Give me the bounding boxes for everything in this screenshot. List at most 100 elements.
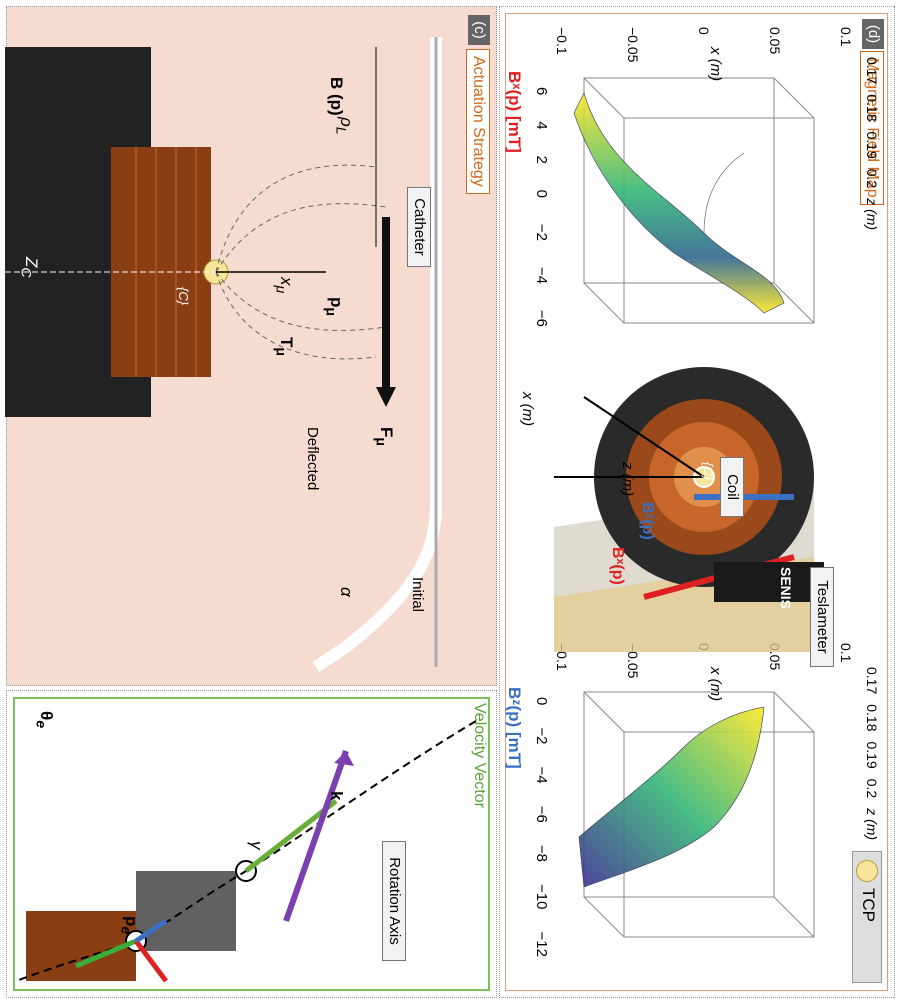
panel-d-letter: (d) — [862, 19, 884, 49]
bx-xtick-list: 0.1 0.05 0 −0.05 −0.1 — [554, 27, 854, 63]
coil-label: Coil — [720, 457, 744, 517]
k-label: k — [327, 791, 346, 801]
gamma-label: γ — [247, 841, 266, 850]
theta-main: θ — [37, 711, 56, 721]
bx-xlabel: x (m) — [707, 47, 724, 82]
theta-sub: e — [32, 720, 49, 729]
legend-tcp-label: TCP — [859, 888, 878, 922]
deflected-label: Deflected — [304, 427, 321, 491]
senis-label: SENIS — [778, 567, 794, 610]
bz-vector-label: Bᶻ(p) — [639, 502, 656, 540]
panel-d: (d) Magnetic Field Map TCP — [499, 6, 895, 998]
theta-label: θe — [33, 711, 56, 728]
teslameter-probe — [714, 562, 824, 602]
bx-ytick-list: 6 4 2 0 −2 −4 −6 — [533, 87, 550, 327]
bx-ztick-list: 0.17 0.18 0.19 0.2 z (m) — [864, 57, 880, 230]
bz-ytick: −4 — [533, 766, 550, 784]
f-mu-sub: μ — [372, 437, 389, 447]
coil-teslameter-photo — [554, 367, 824, 652]
bz-ylabel: Bᶻ(p) [mT] — [505, 687, 524, 769]
teslameter-label: Teslameter — [810, 567, 834, 667]
bx-ztick: 0.18 — [864, 94, 880, 122]
t-mu-label: Tμ — [273, 337, 296, 356]
x-mu-main: x — [277, 277, 296, 286]
panel-c: (c) Actuation Strategy — [5, 6, 497, 686]
axis-green-arrow — [75, 938, 137, 969]
bx-xtick: 0 — [696, 27, 712, 35]
bz-ztick: 0.2 — [864, 778, 880, 799]
p-mu-label: pμ — [323, 297, 346, 316]
b-field-label: B (p) — [327, 77, 346, 116]
t-mu-sub: μ — [272, 347, 289, 357]
zc-label-main: Z — [22, 257, 41, 268]
rotation-axis-arrow — [283, 750, 349, 922]
bx-vector-label: Bˣ(p) — [609, 547, 626, 585]
bx-surface-plot — [573, 77, 815, 324]
actuation-diagram — [5, 37, 442, 672]
bx-xtick: −0.05 — [625, 27, 641, 63]
catheter-label: Catheter — [407, 187, 431, 267]
bx-ztick: 0.2 — [864, 168, 880, 189]
rho-sub: L — [332, 126, 349, 135]
bx-ytick: 4 — [533, 121, 550, 130]
t-mu-main: T — [277, 337, 296, 348]
p-mu-sub: μ — [322, 307, 339, 317]
rho-label: ρL — [333, 117, 356, 135]
rotation-axis-label: Rotation Axis — [382, 841, 406, 961]
velocity-arrow — [244, 799, 338, 873]
bz-xlabel: x (m) — [707, 667, 724, 702]
bx-ylabel: Bˣ(p) [mT] — [505, 71, 524, 153]
f-mu-label: Fμ — [373, 427, 396, 446]
tcp-marker-icon — [856, 860, 878, 882]
coil-photo — [26, 911, 136, 981]
bz-ytick: −10 — [533, 884, 550, 910]
axis-red-arrow — [134, 939, 168, 983]
bz-ztick-list: 0.17 0.18 0.19 0.2 z (m) — [864, 667, 880, 840]
coil-frame-label-c: {C} — [176, 287, 191, 306]
bz-ztick: 0.19 — [864, 741, 880, 769]
pe-sub: e — [117, 926, 134, 935]
bx-ytick: 0 — [533, 189, 550, 198]
zc-label: ZC — [18, 257, 41, 278]
bx-ytick: −6 — [533, 309, 550, 327]
bz-ytick: 0 — [533, 697, 550, 706]
axis-blue-arrow — [134, 918, 168, 944]
bz-ztick: 0.18 — [864, 704, 880, 732]
bx-ztick: 0.19 — [864, 131, 880, 159]
legend-tcp: TCP — [852, 851, 882, 983]
bz-zlabel: z (m) — [864, 808, 880, 841]
pe-main: p — [122, 916, 141, 927]
bx-ytick: −4 — [533, 266, 550, 284]
bx-ytick: −2 — [533, 223, 550, 241]
initial-label: Initial — [409, 577, 426, 613]
pe-label: pe — [118, 916, 141, 934]
bz-ytick: −8 — [533, 844, 550, 862]
alpha-label: α — [337, 587, 356, 597]
bx-ztick: 0.17 — [864, 57, 880, 85]
bz-ztick: 0.17 — [864, 667, 880, 695]
bz-surface-plot — [578, 691, 815, 938]
bz-ytick: −2 — [533, 727, 550, 745]
bz-ytick-list: 0 −2 −4 −6 −8 −10 −12 — [533, 697, 550, 957]
f-mu-main: F — [377, 427, 396, 438]
coil-frame-label: {C} — [701, 462, 716, 481]
bx-xtick: 0.05 — [767, 27, 783, 55]
zc-label-sub: C — [17, 267, 34, 278]
x-mu-sub: μ — [272, 285, 289, 294]
bz-ytick: −12 — [533, 931, 550, 957]
panel-e: Velocity Vector Rotation Axis pe k γ θe — [6, 690, 497, 998]
end-effector-diagram — [15, 720, 477, 983]
bx-xtick: 0.1 — [838, 27, 854, 47]
rho-main: ρ — [337, 117, 356, 127]
bx-ytick: 2 — [533, 155, 550, 164]
bx-xtick: −0.1 — [554, 27, 570, 55]
bx-ytick: 6 — [533, 87, 550, 96]
bz-ytick: −6 — [533, 805, 550, 823]
coil-z-axis-label: z (m) — [619, 462, 636, 497]
trajectory-path — [15, 720, 477, 982]
p-mu-main: p — [327, 297, 346, 308]
x-mu-label: xμ — [273, 277, 296, 293]
coil-x-axis-label: x (m) — [519, 392, 536, 427]
bx-zlabel: z (m) — [864, 198, 880, 231]
